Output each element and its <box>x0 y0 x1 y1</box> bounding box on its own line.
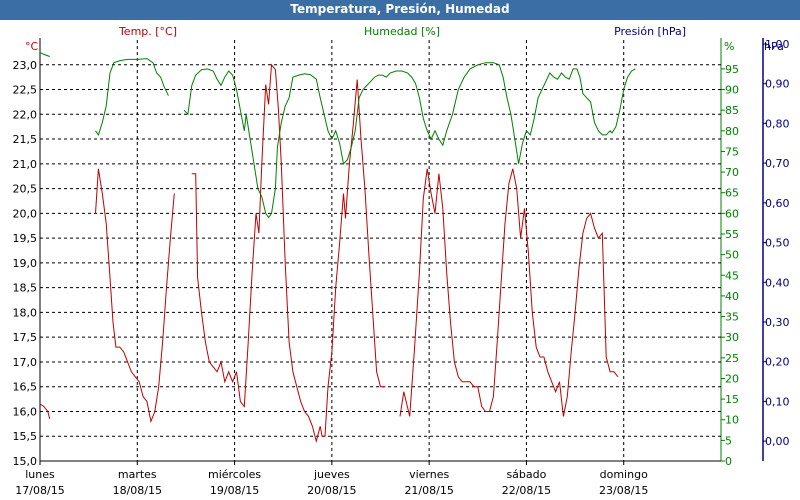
series-line-humidity <box>183 62 636 219</box>
humidity-tick-label: 10 <box>725 414 739 427</box>
temp-tick-label: 19,0 <box>13 257 38 270</box>
humidity-tick-label: 95 <box>725 63 739 76</box>
temp-tick-label: 20,0 <box>13 207 38 220</box>
pressure-tick-label: 0,40 <box>765 276 790 289</box>
humidity-tick-label: 75 <box>725 145 739 158</box>
temp-tick-label: 15,0 <box>13 455 38 468</box>
pressure-tick-label: 0,80 <box>765 117 790 130</box>
pressure-tick-label: 0,30 <box>765 316 790 329</box>
humidity-tick-label: 20 <box>725 372 739 385</box>
x-day-label: martes <box>118 468 157 481</box>
humidity-tick-label: 25 <box>725 352 739 365</box>
x-day-label: domingo <box>600 468 648 481</box>
humidity-tick-label: 50 <box>725 249 739 262</box>
humidity-tick-label: 80 <box>725 125 739 138</box>
temp-tick-label: 17,0 <box>13 356 38 369</box>
x-date-label: 18/08/15 <box>113 484 162 497</box>
chart-title: Temperatura, Presión, Humedad <box>290 2 510 16</box>
pressure-tick-label: 0,00 <box>765 435 790 448</box>
pressure-tick-label: 0,70 <box>765 157 790 170</box>
pressure-tick-label: 0,20 <box>765 356 790 369</box>
x-day-label: miércoles <box>208 468 261 481</box>
humidity-axis-title: Humedad [%] <box>364 25 440 38</box>
x-date-label: 19/08/15 <box>210 484 259 497</box>
humidity-tick-label: 65 <box>725 187 739 200</box>
pressure-unit-label: hPa <box>764 40 784 53</box>
temp-tick-label: 15,5 <box>13 430 38 443</box>
title-bar: Temperatura, Presión, Humedad <box>0 0 800 20</box>
x-date-label: 21/08/15 <box>404 484 453 497</box>
temp-tick-label: 16,0 <box>13 405 38 418</box>
series-line-humidity <box>95 58 169 137</box>
temp-axis-title: Temp. [°C] <box>118 25 177 38</box>
x-date-label: 17/08/15 <box>15 484 64 497</box>
pressure-tick-label: 0,10 <box>765 395 790 408</box>
x-date-label: 22/08/15 <box>502 484 551 497</box>
x-date-label: 23/08/15 <box>599 484 648 497</box>
humidity-tick-label: 5 <box>725 434 732 447</box>
humidity-tick-label: 60 <box>725 207 739 220</box>
temp-tick-label: 21,0 <box>13 158 38 171</box>
temp-unit-label: °C <box>25 40 39 53</box>
temp-tick-label: 22,0 <box>13 108 38 121</box>
series-line-temp <box>191 63 386 444</box>
humidity-tick-label: 45 <box>725 269 739 282</box>
x-day-label: sábado <box>506 468 546 481</box>
temp-tick-label: 19,5 <box>13 232 38 245</box>
pressure-tick-label: 1,00 <box>765 38 790 51</box>
temp-tick-label: 18,5 <box>13 282 38 295</box>
x-date-label: 20/08/15 <box>307 484 356 497</box>
humidity-tick-label: 0 <box>725 455 732 468</box>
humidity-tick-label: 30 <box>725 331 739 344</box>
series-line-temp <box>95 168 175 424</box>
humidity-tick-label: 70 <box>725 166 739 179</box>
humidity-tick-label: 40 <box>725 290 739 303</box>
temp-tick-label: 18,0 <box>13 306 38 319</box>
series-line-humidity <box>39 51 50 57</box>
temp-tick-label: 20,5 <box>13 183 38 196</box>
humidity-tick-label: 55 <box>725 228 739 241</box>
pressure-axis-title: Presión [hPa] <box>614 25 686 38</box>
pressure-tick-label: 0,60 <box>765 197 790 210</box>
x-day-label: viernes <box>409 468 449 481</box>
pressure-tick-label: 0,50 <box>765 237 790 250</box>
humidity-tick-label: 15 <box>725 393 739 406</box>
temp-tick-label: 22,5 <box>13 84 38 97</box>
temp-tick-label: 16,5 <box>13 381 38 394</box>
humidity-tick-label: 90 <box>725 84 739 97</box>
pressure-tick-label: 0,90 <box>765 78 790 91</box>
x-day-label: lunes <box>25 468 55 481</box>
series-line-temp <box>39 403 51 420</box>
humidity-tick-label: 85 <box>725 104 739 117</box>
x-day-label: jueves <box>313 468 350 481</box>
humidity-unit-label: % <box>724 40 734 53</box>
temp-tick-label: 17,5 <box>13 331 38 344</box>
temp-tick-label: 23,0 <box>13 59 38 72</box>
temp-tick-label: 21,5 <box>13 133 38 146</box>
series-line-temp <box>399 168 619 417</box>
humidity-tick-label: 35 <box>725 311 739 324</box>
